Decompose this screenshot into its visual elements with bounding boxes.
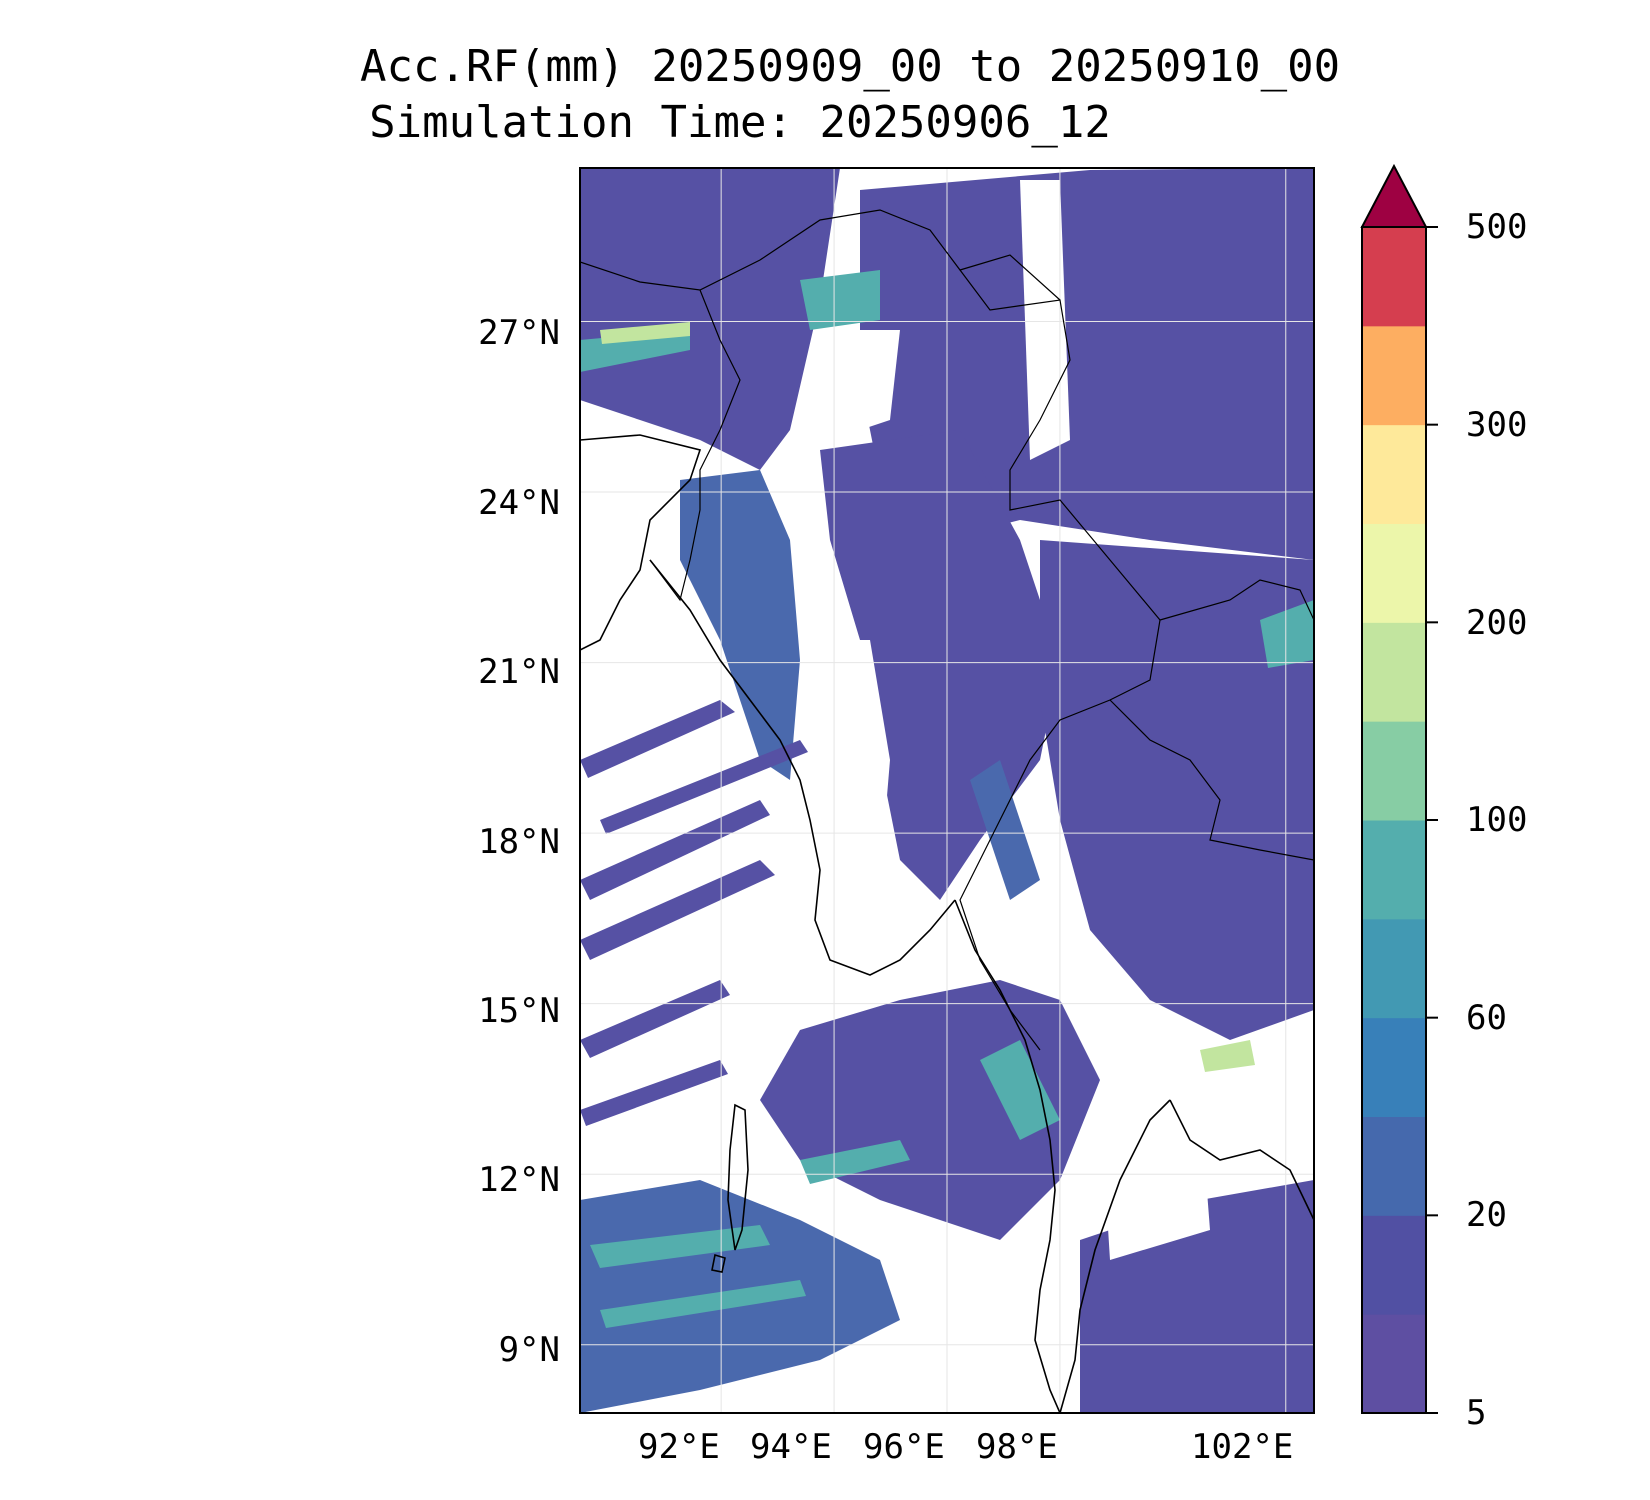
rain-core bbox=[800, 270, 880, 330]
dry-gap bbox=[1020, 180, 1070, 460]
rain-core bbox=[1200, 1040, 1255, 1072]
lat-label: 21°N bbox=[478, 652, 560, 692]
colorbar-segment bbox=[1362, 1314, 1426, 1414]
rain-core bbox=[800, 1140, 910, 1184]
border-laos-china bbox=[1159, 579, 1314, 621]
border-myanmar-china bbox=[959, 269, 1161, 621]
island-andaman bbox=[727, 1103, 749, 1251]
dry-gap bbox=[810, 640, 890, 890]
colorbar-segments bbox=[1362, 227, 1426, 1414]
lon-label: 92°E bbox=[638, 1427, 720, 1467]
colorbar-segment bbox=[1362, 325, 1426, 426]
lat-label: 15°N bbox=[478, 991, 560, 1031]
border-myanmar-thailand bbox=[959, 619, 1161, 1051]
lat-label: 18°N bbox=[478, 822, 560, 862]
rain-core bbox=[600, 1280, 806, 1328]
coastline-thailand-west bbox=[1059, 1099, 1171, 1413]
lon-label: 96°E bbox=[863, 1427, 945, 1467]
rain-streak bbox=[580, 1060, 728, 1126]
colorbar-label: 60 bbox=[1466, 998, 1507, 1038]
rain-streak bbox=[600, 740, 808, 834]
map-area bbox=[580, 168, 1314, 1413]
colorbar-label: 20 bbox=[1466, 1195, 1507, 1235]
colorbar-segment bbox=[1362, 227, 1426, 327]
colorbar-segment bbox=[1362, 918, 1426, 1019]
colorbar-label: 200 bbox=[1466, 603, 1528, 643]
rain-patch-rakhine bbox=[680, 470, 800, 780]
rain-core bbox=[590, 1225, 770, 1268]
rain-patch-northwest bbox=[580, 168, 840, 470]
colorbar-segment bbox=[1362, 1116, 1426, 1216]
colorbar-segment bbox=[1362, 424, 1426, 524]
coastline-gulf bbox=[1169, 1099, 1314, 1221]
coastline-tanintharyi bbox=[954, 899, 1061, 1413]
map-subtitle: Simulation Time: 20250906_12 bbox=[369, 97, 1111, 148]
rain-streak bbox=[580, 700, 735, 778]
lat-label: 12°N bbox=[478, 1160, 560, 1200]
rain-core bbox=[980, 1040, 1060, 1140]
lat-label: 27°N bbox=[478, 313, 560, 353]
rain-streak bbox=[580, 860, 775, 960]
colorbar-segment bbox=[1362, 820, 1426, 920]
colorbar-segment bbox=[1362, 721, 1426, 821]
rain-patch-east bbox=[1040, 540, 1314, 1040]
colorbar-ticks bbox=[1426, 226, 1438, 1414]
rain-streak bbox=[580, 980, 730, 1058]
lat-label: 9°N bbox=[498, 1330, 560, 1370]
colorbar-label: 300 bbox=[1466, 405, 1528, 445]
gridlines bbox=[580, 168, 1314, 1413]
colorbar-label: 500 bbox=[1466, 207, 1528, 247]
rain-core bbox=[600, 322, 690, 344]
lon-label: 94°E bbox=[750, 1427, 832, 1467]
border-myanmar-india bbox=[649, 289, 741, 602]
lat-label: 24°N bbox=[478, 483, 560, 523]
rain-core bbox=[970, 760, 1040, 900]
border-india-china bbox=[580, 209, 1061, 301]
dry-gap bbox=[830, 330, 900, 440]
colorbar-segment bbox=[1362, 523, 1426, 623]
colorbar-segment bbox=[1362, 622, 1426, 722]
dry-gap bbox=[1100, 1100, 1210, 1260]
colorbar-label: 100 bbox=[1466, 800, 1528, 840]
coastline-bangladesh bbox=[580, 434, 702, 651]
coastlines bbox=[580, 434, 1314, 1413]
lon-label: 102°E bbox=[1191, 1427, 1294, 1467]
colorbar-segment bbox=[1362, 1017, 1426, 1117]
coastline-myanmar-west bbox=[649, 559, 956, 976]
map-frame bbox=[579, 167, 1315, 1414]
colorbar-extend-arrow bbox=[1360, 163, 1428, 228]
colorbar-segment bbox=[1362, 1215, 1426, 1315]
colorbar-label: 5 bbox=[1466, 1393, 1487, 1433]
rain-streak bbox=[580, 800, 770, 900]
rain-core bbox=[1260, 600, 1314, 668]
colorbar bbox=[1360, 163, 1438, 1414]
island-nicobar bbox=[711, 1253, 726, 1273]
lon-label: 98°E bbox=[976, 1427, 1058, 1467]
border-thailand-laos bbox=[1109, 699, 1314, 861]
country-borders bbox=[580, 209, 1314, 1051]
